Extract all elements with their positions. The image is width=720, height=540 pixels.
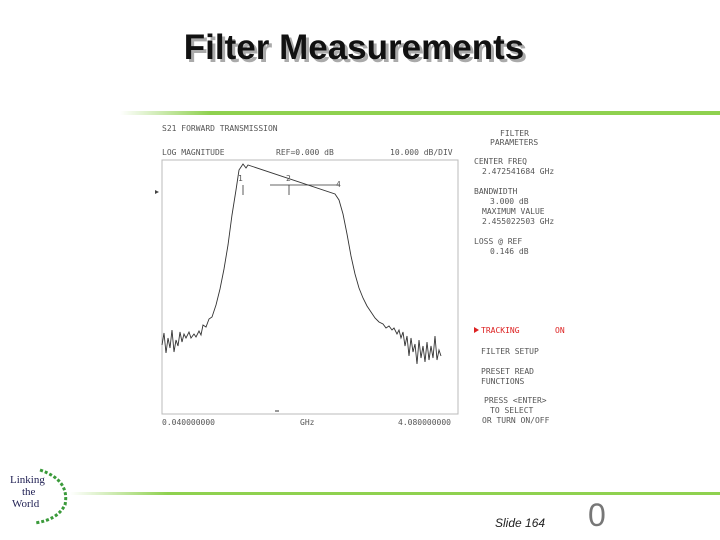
- logo-text: the: [22, 486, 36, 498]
- tracking-state: ON: [555, 326, 565, 335]
- panel-line: FILTER: [500, 129, 529, 138]
- format: LOG MAGNITUDE: [162, 148, 225, 157]
- title-rule: [120, 111, 720, 115]
- logo: Linking the World: [10, 468, 68, 525]
- panel-line: CENTER FREQ: [474, 157, 527, 166]
- marker-label: 2: [286, 174, 291, 183]
- panel-line: BANDWIDTH: [474, 187, 518, 196]
- marker-label: 4: [336, 180, 341, 189]
- footer-rule: [70, 492, 720, 495]
- marker-label: 1: [238, 174, 243, 183]
- logo-text: World: [12, 498, 40, 510]
- freq-unit: GHz: [300, 418, 315, 427]
- panel-line: 2.472541684 GHz: [482, 167, 554, 176]
- tracking-pointer: [474, 327, 479, 333]
- ref-arrow: [155, 190, 159, 194]
- stop-freq: 4.080000000: [398, 418, 451, 427]
- logo-text: Linking: [10, 474, 45, 486]
- panel-line: LOSS @ REF: [474, 237, 522, 246]
- logo-swoosh: [34, 468, 68, 525]
- trace: [161, 163, 442, 365]
- tracking: TRACKING: [481, 326, 520, 335]
- menu-line: PRESET READ: [481, 367, 534, 376]
- title-shadow: Filter Measurements: [187, 31, 527, 70]
- slide-number: Slide 164: [495, 516, 545, 530]
- menu-line: FILTER SETUP: [481, 347, 539, 356]
- start-freq: 0.040000000: [162, 418, 215, 427]
- page-mark: 0: [588, 497, 606, 533]
- instrument-screen: S21 FORWARD TRANSMISSION LOG MAGNITUDE R…: [155, 124, 565, 427]
- title: Filter Measurements: [184, 28, 524, 67]
- menu-line: PRESS <ENTER>: [484, 396, 547, 405]
- menu-line: OR TURN ON/OFF: [482, 416, 550, 425]
- panel-line: 0.146 dB: [490, 247, 529, 256]
- reference: REF=0.000 dB: [276, 148, 334, 157]
- marker-bracket: [242, 184, 340, 195]
- graticule: [161, 159, 459, 415]
- panel-line: MAXIMUM VALUE: [482, 207, 545, 216]
- panel-line: 3.000 dB: [490, 197, 529, 206]
- menu-line: FUNCTIONS: [481, 377, 525, 386]
- panel-line: PARAMETERS: [490, 138, 538, 147]
- scale: 10.000 dB/DIV: [390, 148, 453, 157]
- screen-header: S21 FORWARD TRANSMISSION: [162, 124, 278, 133]
- menu-line: TO SELECT: [490, 406, 534, 415]
- panel-line: 2.455022503 GHz: [482, 217, 554, 226]
